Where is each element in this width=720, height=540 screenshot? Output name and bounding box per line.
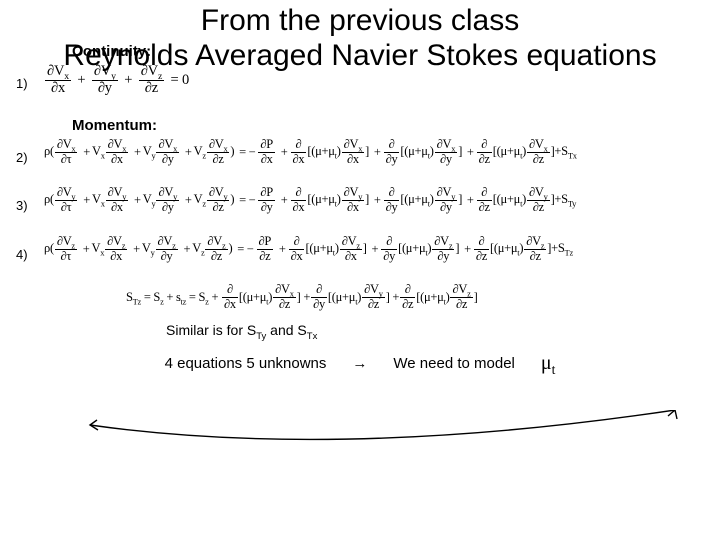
equation-2-row: 2) ρ(∂Vx∂τ +Vx∂Vx∂x +Vy∂Vx∂y +Vz∂Vx∂z) =… bbox=[16, 138, 704, 167]
stz-expansion: STz = Sz + stz = Sz + ∂∂x[(μ+μt)∂Vx∂z] +… bbox=[126, 283, 704, 312]
need-model: We need to model bbox=[393, 355, 514, 372]
eq-3-body: ρ(∂Vy∂τ +Vx∂Vy∂x +Vy∂Vy∂y +Vz∂Vy∂z) = −∂… bbox=[44, 186, 576, 215]
similar-tx: Tx bbox=[307, 331, 318, 342]
similar-note: Similar is for STy and STx bbox=[166, 322, 704, 338]
annotation-arrow bbox=[40, 410, 680, 460]
eq-number-4: 4) bbox=[16, 235, 44, 262]
slide-title: From the previous class Reynolds Average… bbox=[16, 4, 704, 73]
eq-4-body: ρ(∂Vz∂τ +Vx∂Vz∂x +Vy∂Vz∂y +Vz∂Vz∂z) = −∂… bbox=[44, 235, 573, 264]
eq-1-body: ∂Vx∂x + ∂Vy∂y + ∂Vz∂z = 0 bbox=[44, 64, 191, 97]
eq-number-3: 3) bbox=[16, 186, 44, 213]
similar-prefix: Similar is for S bbox=[166, 322, 256, 338]
similar-ty: Ty bbox=[256, 331, 266, 342]
eq-2-body: ρ(∂Vx∂τ +Vx∂Vx∂x +Vy∂Vx∂y +Vz∂Vx∂z) = −∂… bbox=[44, 138, 577, 167]
mu-t-symbol: μt bbox=[541, 352, 556, 375]
title-line1: From the previous class bbox=[201, 4, 519, 37]
eqs-unknowns: 4 equations 5 unknowns bbox=[165, 355, 327, 372]
mu-glyph: μ bbox=[541, 352, 552, 374]
similar-mid: and S bbox=[266, 322, 306, 338]
label-momentum: Momentum: bbox=[72, 117, 704, 134]
eq-number-1: 1) bbox=[16, 64, 44, 91]
bottom-summary: 4 equations 5 unknowns → We need to mode… bbox=[16, 352, 704, 375]
equation-3-row: 3) ρ(∂Vy∂τ +Vx∂Vy∂x +Vy∂Vy∂y +Vz∂Vy∂z) =… bbox=[16, 186, 704, 215]
arrow-icon: → bbox=[352, 355, 367, 372]
equation-4-row: 4) ρ(∂Vz∂τ +Vx∂Vz∂x +Vy∂Vz∂y +Vz∂Vz∂z) =… bbox=[16, 235, 704, 264]
mu-sub-t: t bbox=[552, 362, 556, 377]
eq-number-2: 2) bbox=[16, 138, 44, 165]
slide-root: From the previous class Reynolds Average… bbox=[0, 0, 720, 540]
